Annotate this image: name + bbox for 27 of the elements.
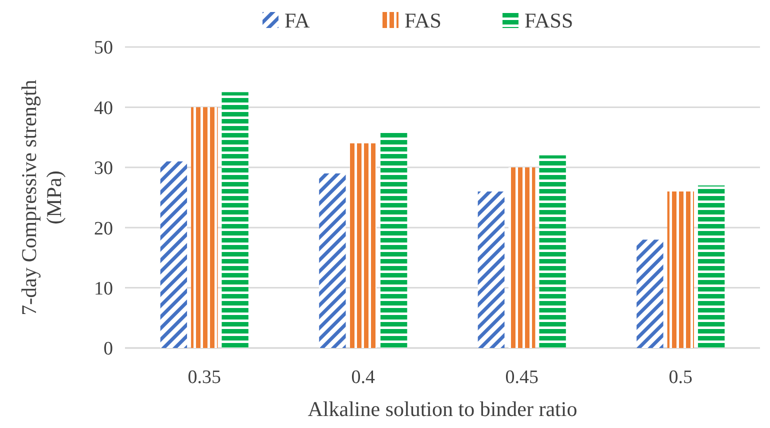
x-tick-label: 0.35 [188, 367, 221, 388]
legend-label: FA [284, 8, 311, 32]
x-axis-title: Alkaline solution to binder ratio [308, 397, 578, 421]
y-tick-label: 10 [94, 278, 113, 300]
y-tick-label: 50 [94, 38, 113, 59]
x-tick-label: 0.45 [505, 367, 538, 388]
bar [478, 191, 505, 348]
bar [539, 155, 566, 348]
y-tick-label: 0 [104, 338, 113, 360]
bar [667, 191, 694, 348]
bar [160, 161, 188, 348]
bar [508, 167, 536, 348]
bar [380, 131, 408, 348]
x-tick-label: 0.5 [668, 367, 692, 388]
legend-label: FAS [404, 8, 442, 32]
x-tick-label: 0.4 [351, 367, 376, 388]
y-axis-title: 7-day Compressive strength (MPa) [16, 79, 66, 316]
bar [636, 240, 664, 348]
bar [191, 107, 218, 348]
bar [222, 92, 248, 348]
legend-label: FASS [524, 8, 574, 32]
y-tick-label: 20 [94, 218, 113, 240]
bar [319, 173, 346, 348]
bar [350, 143, 376, 348]
y-tick-label: 30 [94, 158, 113, 180]
y-tick-label: 40 [94, 98, 113, 119]
bar [698, 185, 725, 348]
